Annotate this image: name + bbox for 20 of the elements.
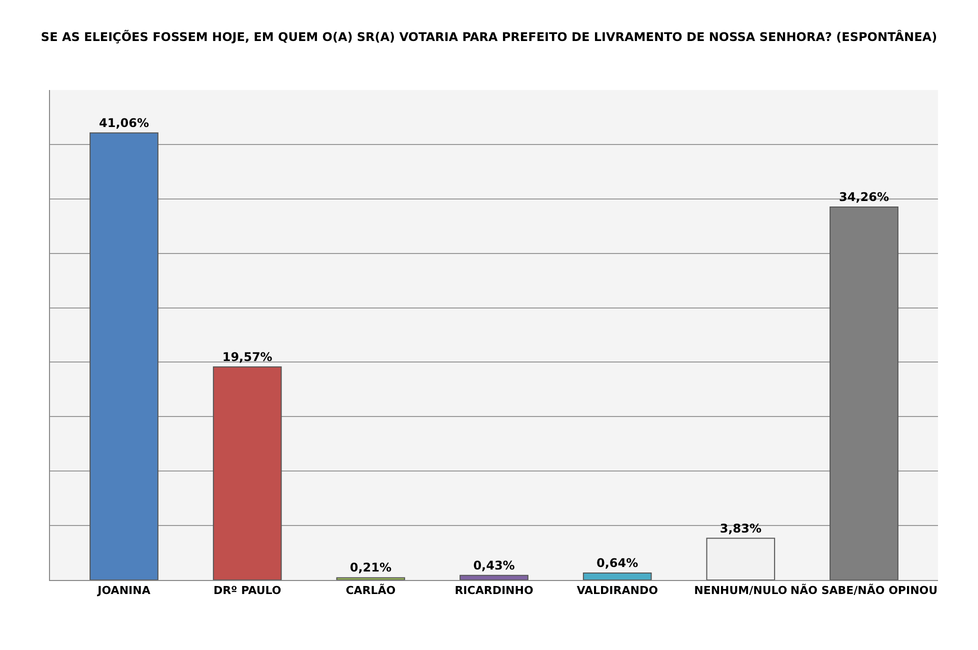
x-tick-label: JOANINA	[96, 584, 151, 598]
bar	[582, 572, 652, 580]
x-tick-label: CARLÃO	[346, 583, 396, 598]
chart-title: SE AS ELEIÇÕES FOSSEM HOJE, EM QUEM O(A) SR(A) VOTARIA PARA PREFEITO DE LIVRAMENTO DE NOSSA SENHORA? (ESPONTÂNEA)	[40, 28, 938, 44]
data-label: 3,83%	[720, 521, 762, 536]
x-tick-label: NÃO SABE/NÃO OPINOU	[790, 583, 938, 598]
bar	[212, 366, 282, 580]
data-label: 19,57%	[222, 350, 272, 364]
data-label: 34,26%	[839, 190, 889, 204]
bar	[336, 577, 406, 580]
x-tick-label: DRº PAULO	[213, 584, 282, 598]
data-label: 0,43%	[473, 558, 515, 572]
data-label: 0,21%	[350, 560, 392, 575]
x-tick-label: NENHUM/NULO	[694, 584, 788, 598]
data-label: 0,64%	[596, 556, 638, 570]
data-label: 41,06%	[99, 116, 149, 130]
bar	[460, 574, 528, 580]
x-tick-label: RICARDINHO	[454, 584, 534, 598]
x-tick-label: VALDIRANDO	[576, 584, 658, 598]
bar	[90, 132, 158, 580]
